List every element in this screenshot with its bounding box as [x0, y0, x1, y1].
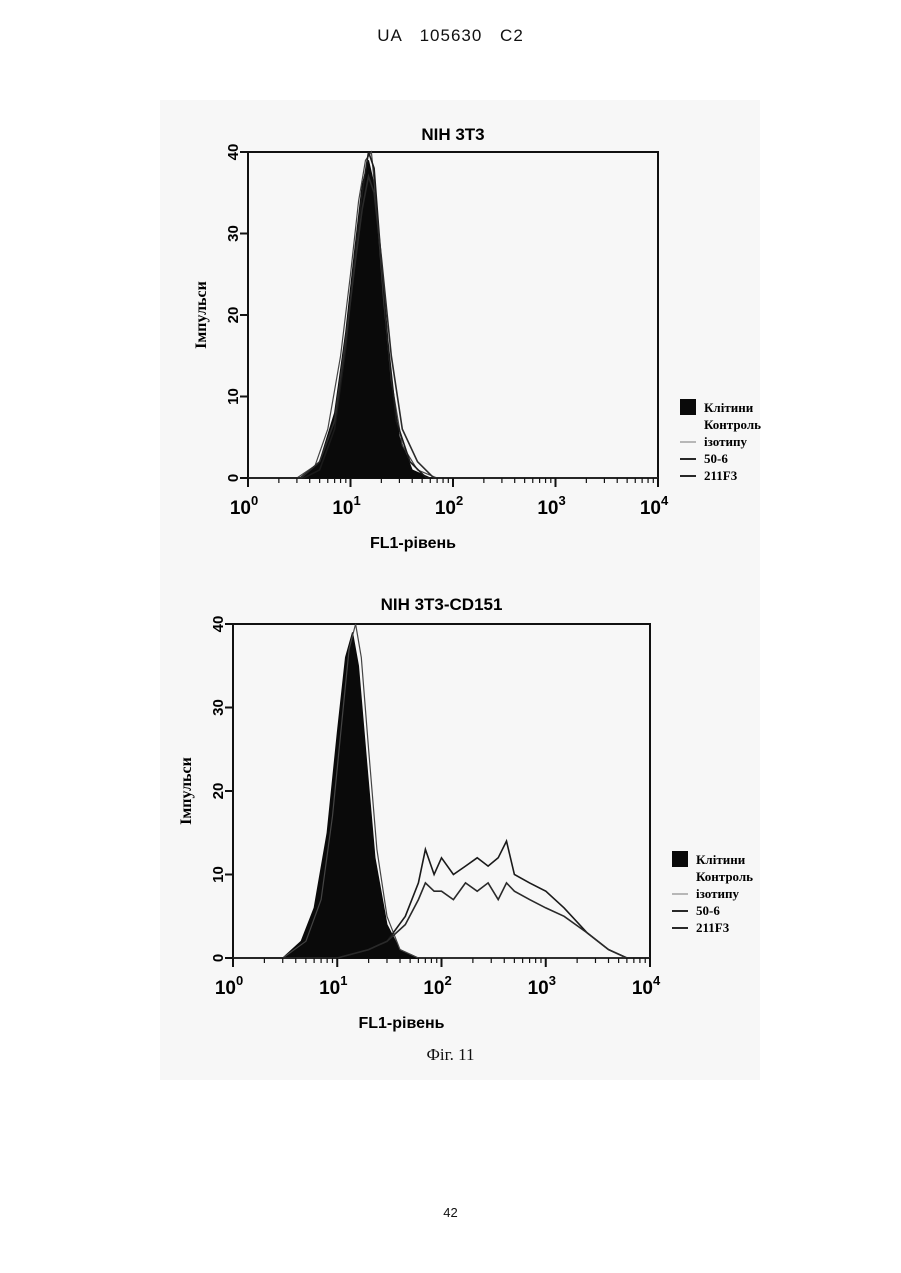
series-line-2 — [233, 841, 650, 958]
x-tick-exponent: 1 — [340, 973, 347, 988]
legend-swatch-cells — [680, 399, 696, 415]
x-axis-label: FL1-рівень — [358, 1015, 444, 1032]
x-tick-label: 101 — [319, 973, 347, 999]
plot-frame — [233, 624, 650, 958]
x-tick-exponent: 0 — [236, 973, 243, 988]
x-axis-label: FL1-рівень — [370, 535, 456, 552]
x-tick-base: 10 — [632, 978, 653, 999]
x-tick-exponent: 0 — [251, 493, 258, 508]
legend-label: Контроль — [704, 417, 761, 432]
x-tick-base: 10 — [230, 498, 251, 519]
legend-label: 211F3 — [696, 920, 730, 935]
chart-title: NIH 3T3-CD151 — [381, 595, 503, 614]
series-line-1 — [233, 624, 650, 958]
y-tick-label: 0 — [225, 474, 242, 482]
y-tick-label: 20 — [225, 307, 242, 324]
y-axis-label: Імпульси — [193, 281, 210, 349]
x-tick-base: 10 — [423, 978, 444, 999]
legend-label: 50-6 — [704, 451, 728, 466]
x-tick-label: 102 — [435, 493, 463, 519]
y-tick-label: 30 — [225, 225, 242, 242]
legend-label: Контроль — [696, 869, 753, 884]
legend-label: ізотипу — [696, 886, 739, 901]
x-tick-base: 10 — [537, 498, 558, 519]
legend-label: Клітини — [696, 852, 746, 867]
x-tick-exponent: 3 — [549, 973, 556, 988]
y-tick-label: 40 — [210, 616, 227, 633]
legend-label: Клітини — [704, 400, 754, 415]
chart-svg-2: NIH 3T3-CD151010203040100101102103104FL1… — [0, 580, 901, 1040]
legend-label: ізотипу — [704, 434, 747, 449]
x-tick-label: 104 — [640, 493, 669, 519]
x-tick-base: 10 — [435, 498, 456, 519]
legend-label: 50-6 — [696, 903, 720, 918]
series-line-1 — [248, 152, 658, 478]
x-tick-exponent: 4 — [653, 973, 661, 988]
y-tick-label: 10 — [210, 866, 227, 883]
x-tick-base: 10 — [319, 978, 340, 999]
x-tick-label: 100 — [230, 493, 258, 519]
x-tick-base: 10 — [332, 498, 353, 519]
chart-svg-1: NIH 3T3010203040100101102103104FL1-рівен… — [0, 110, 901, 560]
x-tick-base: 10 — [640, 498, 661, 519]
x-tick-label: 101 — [332, 493, 360, 519]
document-header: UA 105630 C2 — [0, 26, 901, 46]
x-tick-label: 103 — [528, 973, 556, 999]
chart-title: NIH 3T3 — [421, 125, 484, 144]
plot-frame — [248, 152, 658, 478]
legend-label: 211F3 — [704, 468, 738, 483]
page-number: 42 — [0, 1205, 901, 1220]
x-tick-exponent: 3 — [558, 493, 565, 508]
figure-caption: Фіг. 11 — [0, 1045, 901, 1065]
y-axis-label: Імпульси — [178, 757, 195, 825]
x-tick-label: 102 — [423, 973, 451, 999]
series-line-2 — [248, 152, 658, 478]
legend-swatch-cells — [672, 851, 688, 867]
x-tick-base: 10 — [528, 978, 549, 999]
y-tick-label: 20 — [210, 783, 227, 800]
x-tick-exponent: 1 — [353, 493, 360, 508]
series-line-3 — [248, 176, 658, 478]
x-tick-label: 100 — [215, 973, 243, 999]
y-tick-label: 40 — [225, 144, 242, 161]
histogram-chart-nih3t3-cd151: NIH 3T3-CD151010203040100101102103104FL1… — [0, 580, 901, 1040]
y-tick-label: 0 — [210, 954, 227, 962]
x-tick-exponent: 4 — [661, 493, 669, 508]
series-cells-histogram — [233, 632, 650, 958]
series-cells-histogram — [248, 160, 658, 478]
x-tick-exponent: 2 — [456, 493, 463, 508]
x-tick-exponent: 2 — [444, 973, 451, 988]
histogram-chart-nih3t3: NIH 3T3010203040100101102103104FL1-рівен… — [0, 110, 901, 560]
y-tick-label: 30 — [210, 699, 227, 716]
x-tick-label: 103 — [537, 493, 565, 519]
y-tick-label: 10 — [225, 388, 242, 405]
x-tick-base: 10 — [215, 978, 236, 999]
x-tick-label: 104 — [632, 973, 661, 999]
